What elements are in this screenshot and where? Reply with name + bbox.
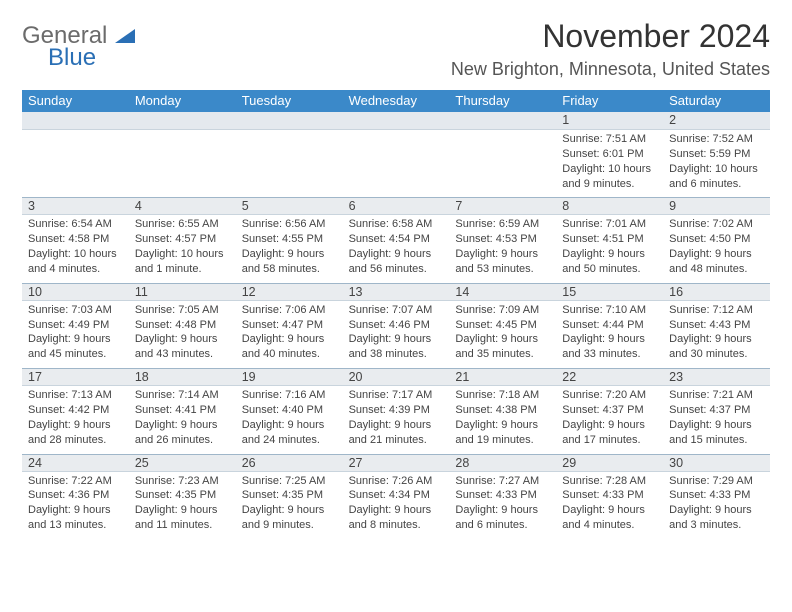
day-detail xyxy=(129,130,236,197)
day-detail: Sunrise: 7:16 AM Sunset: 4:40 PM Dayligh… xyxy=(236,386,343,453)
day-detail: Sunrise: 7:20 AM Sunset: 4:37 PM Dayligh… xyxy=(556,386,663,453)
month-title: November 2024 xyxy=(451,18,770,55)
day-number: 16 xyxy=(663,283,770,301)
day-number: 25 xyxy=(129,454,236,472)
day-detail: Sunrise: 6:54 AM Sunset: 4:58 PM Dayligh… xyxy=(22,215,129,282)
logo: General Blue xyxy=(22,24,135,70)
day-header: Friday xyxy=(556,90,663,112)
day-number: 26 xyxy=(236,454,343,472)
day-detail: Sunrise: 7:06 AM Sunset: 4:47 PM Dayligh… xyxy=(236,301,343,368)
day-number: 7 xyxy=(449,197,556,215)
day-number: 9 xyxy=(663,197,770,215)
day-number xyxy=(449,112,556,130)
day-detail: Sunrise: 7:25 AM Sunset: 4:35 PM Dayligh… xyxy=(236,472,343,539)
day-detail: Sunrise: 7:09 AM Sunset: 4:45 PM Dayligh… xyxy=(449,301,556,368)
day-detail: Sunrise: 7:51 AM Sunset: 6:01 PM Dayligh… xyxy=(556,130,663,197)
day-number: 19 xyxy=(236,368,343,386)
week-detail-row: Sunrise: 6:54 AM Sunset: 4:58 PM Dayligh… xyxy=(22,215,770,282)
day-number: 5 xyxy=(236,197,343,215)
day-number: 14 xyxy=(449,283,556,301)
day-detail: Sunrise: 6:55 AM Sunset: 4:57 PM Dayligh… xyxy=(129,215,236,282)
location: New Brighton, Minnesota, United States xyxy=(451,59,770,80)
day-number: 2 xyxy=(663,112,770,130)
day-number xyxy=(236,112,343,130)
day-number: 12 xyxy=(236,283,343,301)
day-detail: Sunrise: 7:22 AM Sunset: 4:36 PM Dayligh… xyxy=(22,472,129,539)
day-number xyxy=(343,112,450,130)
day-number: 13 xyxy=(343,283,450,301)
day-detail: Sunrise: 7:52 AM Sunset: 5:59 PM Dayligh… xyxy=(663,130,770,197)
day-number: 3 xyxy=(22,197,129,215)
day-detail: Sunrise: 7:03 AM Sunset: 4:49 PM Dayligh… xyxy=(22,301,129,368)
day-number: 20 xyxy=(343,368,450,386)
day-detail: Sunrise: 7:23 AM Sunset: 4:35 PM Dayligh… xyxy=(129,472,236,539)
day-detail xyxy=(22,130,129,197)
day-detail xyxy=(343,130,450,197)
day-number: 24 xyxy=(22,454,129,472)
week-detail-row: Sunrise: 7:22 AM Sunset: 4:36 PM Dayligh… xyxy=(22,472,770,539)
day-header: Thursday xyxy=(449,90,556,112)
day-header: Sunday xyxy=(22,90,129,112)
day-number xyxy=(129,112,236,130)
day-detail: Sunrise: 7:12 AM Sunset: 4:43 PM Dayligh… xyxy=(663,301,770,368)
week-number-row: 3456789 xyxy=(22,197,770,215)
day-detail: Sunrise: 6:58 AM Sunset: 4:54 PM Dayligh… xyxy=(343,215,450,282)
day-headers-row: Sunday Monday Tuesday Wednesday Thursday… xyxy=(22,90,770,112)
week-number-row: 10111213141516 xyxy=(22,283,770,301)
day-number: 27 xyxy=(343,454,450,472)
day-number: 17 xyxy=(22,368,129,386)
day-header: Tuesday xyxy=(236,90,343,112)
day-number xyxy=(22,112,129,130)
day-detail: Sunrise: 7:05 AM Sunset: 4:48 PM Dayligh… xyxy=(129,301,236,368)
day-detail: Sunrise: 7:07 AM Sunset: 4:46 PM Dayligh… xyxy=(343,301,450,368)
day-number: 11 xyxy=(129,283,236,301)
day-number: 23 xyxy=(663,368,770,386)
week-detail-row: Sunrise: 7:13 AM Sunset: 4:42 PM Dayligh… xyxy=(22,386,770,453)
day-detail: Sunrise: 7:10 AM Sunset: 4:44 PM Dayligh… xyxy=(556,301,663,368)
day-detail: Sunrise: 7:17 AM Sunset: 4:39 PM Dayligh… xyxy=(343,386,450,453)
logo-triangle-icon xyxy=(115,27,135,47)
week-number-row: 24252627282930 xyxy=(22,454,770,472)
header: General Blue November 2024 New Brighton,… xyxy=(22,18,770,80)
day-detail: Sunrise: 6:56 AM Sunset: 4:55 PM Dayligh… xyxy=(236,215,343,282)
day-number: 4 xyxy=(129,197,236,215)
day-number: 1 xyxy=(556,112,663,130)
day-detail xyxy=(236,130,343,197)
day-number: 22 xyxy=(556,368,663,386)
day-number: 28 xyxy=(449,454,556,472)
day-detail: Sunrise: 7:01 AM Sunset: 4:51 PM Dayligh… xyxy=(556,215,663,282)
day-number: 21 xyxy=(449,368,556,386)
day-detail: Sunrise: 6:59 AM Sunset: 4:53 PM Dayligh… xyxy=(449,215,556,282)
day-detail: Sunrise: 7:27 AM Sunset: 4:33 PM Dayligh… xyxy=(449,472,556,539)
day-number: 18 xyxy=(129,368,236,386)
week-detail-row: Sunrise: 7:51 AM Sunset: 6:01 PM Dayligh… xyxy=(22,130,770,197)
week-number-row: 12 xyxy=(22,112,770,130)
day-header: Wednesday xyxy=(343,90,450,112)
day-number: 15 xyxy=(556,283,663,301)
day-number: 30 xyxy=(663,454,770,472)
day-number: 6 xyxy=(343,197,450,215)
day-header: Monday xyxy=(129,90,236,112)
day-number: 29 xyxy=(556,454,663,472)
day-detail xyxy=(449,130,556,197)
day-detail: Sunrise: 7:13 AM Sunset: 4:42 PM Dayligh… xyxy=(22,386,129,453)
calendar: Sunday Monday Tuesday Wednesday Thursday… xyxy=(22,90,770,539)
day-number: 10 xyxy=(22,283,129,301)
day-header: Saturday xyxy=(663,90,770,112)
day-detail: Sunrise: 7:28 AM Sunset: 4:33 PM Dayligh… xyxy=(556,472,663,539)
day-detail: Sunrise: 7:18 AM Sunset: 4:38 PM Dayligh… xyxy=(449,386,556,453)
day-detail: Sunrise: 7:29 AM Sunset: 4:33 PM Dayligh… xyxy=(663,472,770,539)
day-detail: Sunrise: 7:14 AM Sunset: 4:41 PM Dayligh… xyxy=(129,386,236,453)
day-detail: Sunrise: 7:26 AM Sunset: 4:34 PM Dayligh… xyxy=(343,472,450,539)
week-number-row: 17181920212223 xyxy=(22,368,770,386)
day-number: 8 xyxy=(556,197,663,215)
day-detail: Sunrise: 7:21 AM Sunset: 4:37 PM Dayligh… xyxy=(663,386,770,453)
week-detail-row: Sunrise: 7:03 AM Sunset: 4:49 PM Dayligh… xyxy=(22,301,770,368)
day-detail: Sunrise: 7:02 AM Sunset: 4:50 PM Dayligh… xyxy=(663,215,770,282)
logo-text-blue: Blue xyxy=(22,46,135,70)
